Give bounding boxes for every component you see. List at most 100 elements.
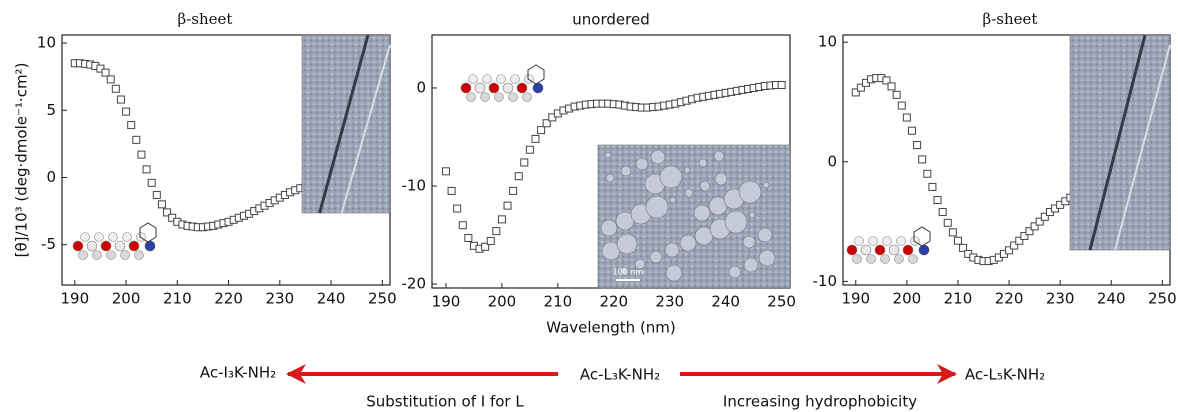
x-tick-label: 230 [265, 290, 294, 308]
atom [852, 254, 862, 264]
data-point [520, 158, 529, 167]
data-point [897, 101, 906, 110]
data-point [464, 233, 473, 242]
x-tick-label: 210 [944, 290, 973, 308]
data-point [959, 243, 968, 252]
data-point [777, 81, 786, 90]
vesicle [742, 235, 756, 249]
vesicle [634, 258, 646, 270]
y-tick-label: 0 [827, 152, 837, 170]
vesicle [684, 188, 694, 198]
data-point [514, 172, 523, 181]
x-axis-label: Wavelength (nm) [546, 319, 676, 337]
vesicle [724, 210, 748, 234]
data-point [525, 145, 534, 154]
x-tick-label: 190 [841, 290, 870, 308]
molecule-model [72, 222, 157, 260]
chart: unordered 190 200 210 220 230 240 250 0 -10 -20 100… [402, 11, 796, 311]
vesicle [635, 157, 649, 171]
data-point [923, 169, 932, 178]
vesicle [698, 158, 708, 168]
data-point [101, 68, 110, 77]
vesicle [713, 150, 725, 162]
data-point [503, 201, 512, 210]
peptide-label: Ac-L₅K-NH₂ [965, 366, 1045, 384]
atom [468, 74, 478, 84]
fibril [318, 34, 370, 214]
data-point [106, 75, 115, 84]
data-point [111, 84, 120, 93]
atom [94, 232, 104, 242]
vesicle [665, 264, 683, 282]
atom [114, 240, 126, 252]
vesicle [604, 151, 612, 159]
x-tick-label: 190 [432, 293, 461, 311]
micrograph-inset: 100 nm [597, 144, 791, 289]
vesicle [620, 165, 632, 177]
x-tick-label: 200 [112, 290, 141, 308]
data-point [509, 186, 518, 195]
atom [880, 254, 890, 264]
data-point [132, 135, 141, 144]
x-tick-label: 250 [767, 293, 796, 311]
caption: Substitution of I for L [366, 393, 524, 411]
atom [888, 244, 900, 256]
atom [144, 240, 156, 252]
data-point [953, 236, 962, 245]
data-point [913, 141, 922, 150]
peptide-label: Ac-L₃K-NH₂ [580, 366, 660, 384]
atom [846, 244, 858, 256]
vesicle [645, 195, 669, 219]
vesicle [683, 166, 691, 174]
vesicle [649, 250, 663, 264]
data-point [481, 242, 490, 251]
atom [874, 244, 886, 256]
atom [86, 240, 98, 252]
atom [882, 236, 892, 246]
data-point [152, 190, 161, 199]
atom [92, 250, 102, 260]
vesicle [699, 180, 711, 192]
y-tick-label: 10 [818, 33, 837, 51]
atom [868, 236, 878, 246]
data-point [856, 83, 865, 92]
chart: β-sheet 190 200 210 220 230 240 250 10 0 -10 [813, 10, 1177, 308]
vesicle [748, 211, 756, 219]
atom [894, 254, 904, 264]
data-point [116, 95, 125, 104]
vesicle [728, 265, 742, 279]
data-point [928, 182, 937, 191]
peptide-label: Ac-I₃K-NH₂ [200, 364, 276, 382]
data-point [882, 76, 891, 85]
vesicle [664, 242, 680, 258]
atom [106, 250, 116, 260]
chart-title: β-sheet [178, 10, 233, 28]
atom [134, 250, 144, 260]
y-tick-label: 10 [37, 34, 56, 52]
atom [516, 82, 528, 94]
data-point [163, 208, 172, 217]
vesicle [616, 233, 638, 255]
atom [100, 240, 112, 252]
y-tick-label: -10 [813, 272, 838, 290]
data-point [943, 218, 952, 227]
data-point [453, 204, 462, 213]
micrograph-inset [301, 34, 391, 214]
atom [908, 254, 918, 264]
data-point [137, 150, 146, 159]
data-point [1035, 217, 1044, 226]
y-tick-label: -10 [402, 177, 427, 195]
data-point [1025, 227, 1034, 236]
x-tick-label: 220 [995, 290, 1024, 308]
data-point [1020, 231, 1029, 240]
atom [510, 74, 520, 84]
data-point [542, 119, 551, 128]
vesicle [762, 181, 770, 189]
vesicle [650, 149, 666, 165]
x-tick-label: 200 [488, 293, 517, 311]
caption: Increasing hydrophobicity [723, 393, 917, 411]
x-tick-label: 250 [1148, 290, 1177, 308]
atom [496, 74, 506, 84]
x-tick-label: 240 [711, 293, 740, 311]
